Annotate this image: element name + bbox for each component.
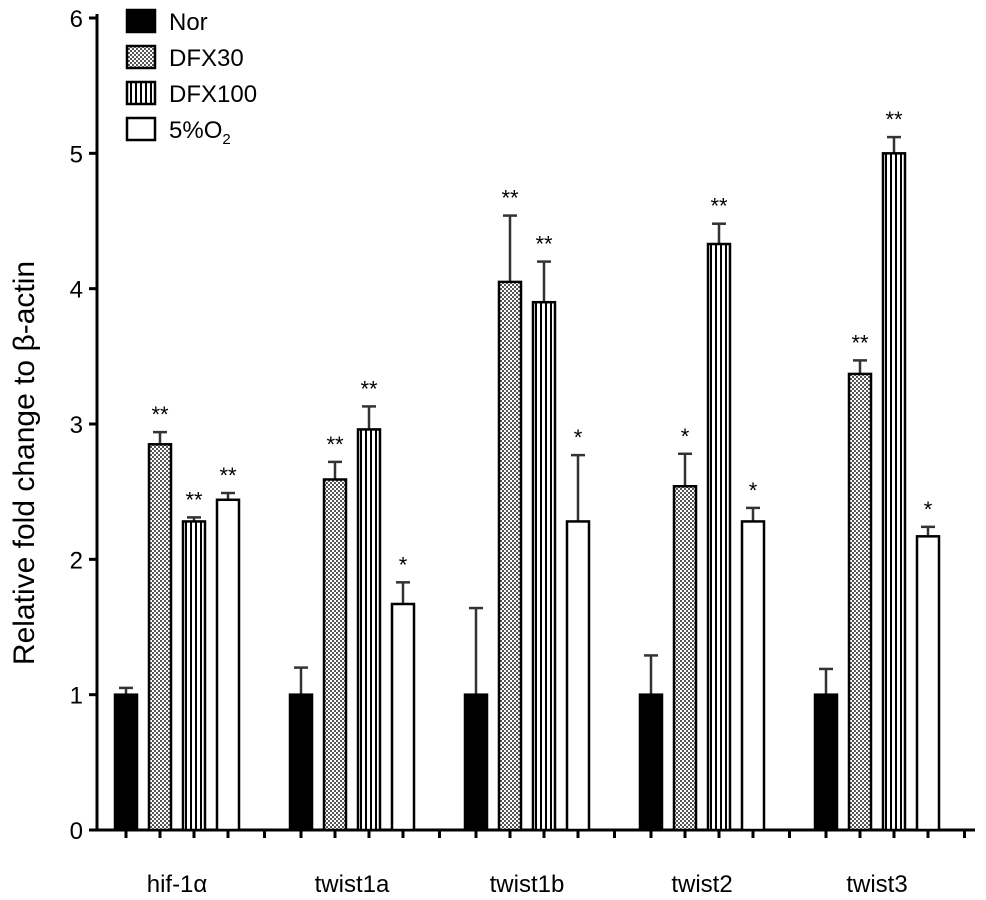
significance-label: ** [710,194,728,219]
significance-label: ** [535,232,553,257]
bar [181,520,207,832]
bar [147,443,173,832]
x-category-label: hif-1α [147,871,208,898]
legend-label-subscript: 2 [222,131,230,148]
bar [706,242,732,832]
bar [740,520,766,832]
y-tick-label: 5 [70,141,83,168]
bar [847,372,873,832]
y-tick-label: 4 [70,277,83,304]
x-category-label: twist1a [315,871,390,898]
bar [215,498,241,832]
bar [531,300,557,832]
x-category-label: twist1b [490,871,565,898]
bar [497,280,523,832]
legend: Nor DFX30 DFX100 5%O2 [125,8,257,148]
bar [638,693,664,832]
x-category-label: twist3 [846,871,907,898]
legend-label: 5%O2 [169,117,231,148]
bar [813,693,839,832]
legend-swatch [125,8,157,34]
significance-label: ** [851,330,869,355]
bar [113,693,139,832]
y-tick-label: 2 [70,547,83,574]
bar [390,602,416,832]
legend-label: DFX30 [169,45,244,72]
legend-label: Nor [169,9,208,36]
significance-label: ** [326,432,344,457]
bar [881,152,907,832]
bar [463,693,489,832]
bars: **************** ********* [113,107,941,832]
legend-label: DFX100 [169,81,257,108]
significance-label: * [574,425,583,450]
significance-label: ** [360,376,378,401]
legend-swatch [125,116,157,142]
significance-label: * [924,497,933,522]
y-tick-label: 6 [70,6,83,33]
y-tick-label: 1 [70,683,83,710]
significance-label: ** [885,107,903,132]
y-tick-label: 0 [70,818,83,845]
bar [322,478,348,832]
legend-swatch [125,80,157,106]
x-category-label: twist2 [671,871,732,898]
legend-swatch [125,44,157,70]
bar [356,428,382,832]
bar [565,520,591,832]
significance-label: ** [219,463,237,488]
y-axis-title: Relative fold change to β-actin [8,261,41,665]
significance-label: ** [185,487,203,512]
y-tick-label: 3 [70,412,83,439]
x-axis: hif-1α twist1a twist1b twist2 twist3 [97,828,975,898]
significance-label: ** [501,186,519,211]
bar [915,535,941,832]
bar [672,485,698,832]
significance-label: * [399,552,408,577]
y-axis: 0 1 2 3 4 5 6 [70,6,99,845]
significance-label: ** [151,402,169,427]
bar [288,693,314,832]
significance-label: * [749,478,758,503]
significance-label: * [681,424,690,449]
